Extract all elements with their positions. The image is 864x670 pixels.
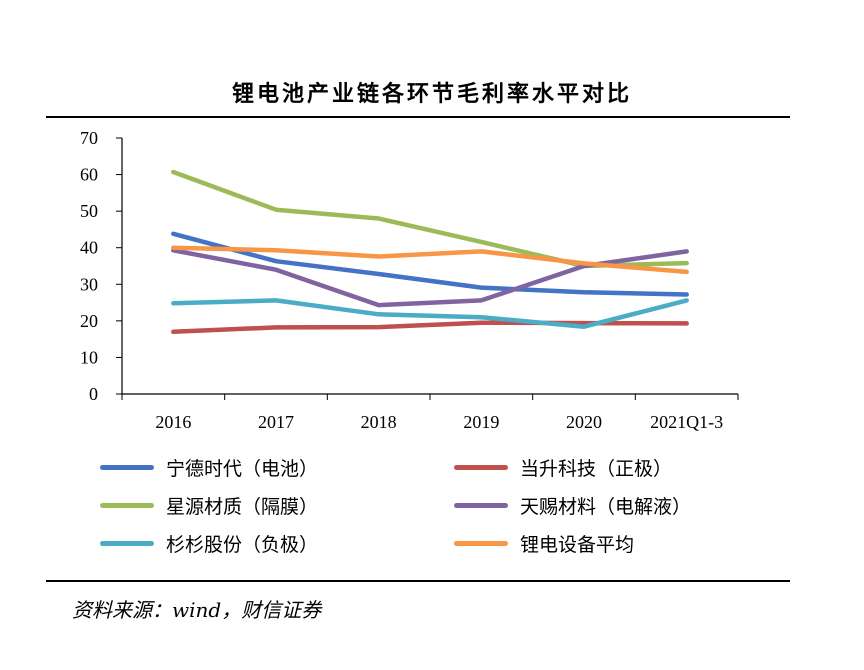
legend-item: 宁德时代（电池） bbox=[100, 452, 318, 482]
title-divider bbox=[46, 116, 790, 118]
legend-label: 天赐材料（电解液） bbox=[520, 495, 692, 518]
legend-label: 锂电设备平均 bbox=[520, 533, 635, 556]
x-tick-label: 2021Q1-3 bbox=[650, 412, 723, 432]
legend-item: 天赐材料（电解液） bbox=[454, 490, 691, 520]
legend-label: 当升科技（正极） bbox=[520, 457, 673, 480]
legend-item: 锂电设备平均 bbox=[454, 528, 634, 558]
y-tick-label: 40 bbox=[80, 238, 98, 258]
y-tick-label: 30 bbox=[80, 274, 98, 294]
x-axis-ticks: 2016 2017 2018 2019 2020 2021Q1-3 bbox=[121, 394, 739, 432]
legend-swatch bbox=[100, 502, 154, 508]
x-tick-label: 2016 bbox=[155, 412, 191, 432]
y-axis-ticks: 0 10 20 30 40 50 60 70 bbox=[80, 128, 122, 404]
legend-item: 星源材质（隔膜） bbox=[100, 490, 318, 520]
y-tick-label: 0 bbox=[89, 384, 98, 404]
legend-item: 当升科技（正极） bbox=[454, 452, 672, 482]
legend-label: 宁德时代（电池） bbox=[166, 457, 319, 480]
source-note: 资料来源：wind，财信证券 bbox=[72, 598, 322, 622]
series-lines bbox=[171, 169, 689, 335]
legend-label: 杉杉股份（负极） bbox=[166, 533, 319, 556]
series-line bbox=[171, 245, 689, 275]
y-tick-label: 70 bbox=[80, 128, 98, 148]
legend-swatch bbox=[454, 502, 508, 508]
legend-swatch bbox=[454, 464, 508, 470]
y-tick-label: 20 bbox=[80, 311, 98, 331]
x-tick-label: 2019 bbox=[463, 412, 499, 432]
series-line bbox=[171, 320, 689, 335]
series-line bbox=[171, 298, 689, 329]
series-line bbox=[171, 231, 689, 297]
legend-swatch bbox=[100, 464, 154, 470]
legend-label: 星源材质（隔膜） bbox=[166, 495, 319, 518]
x-tick-label: 2020 bbox=[566, 412, 602, 432]
legend-swatch bbox=[454, 540, 508, 546]
legend-item: 杉杉股份（负极） bbox=[100, 528, 318, 558]
y-tick-label: 60 bbox=[80, 165, 98, 185]
x-tick-label: 2017 bbox=[258, 412, 294, 432]
series-line bbox=[171, 248, 689, 308]
legend-swatch bbox=[100, 540, 154, 546]
source-divider bbox=[46, 580, 790, 582]
y-tick-label: 10 bbox=[80, 347, 98, 367]
x-tick-label: 2018 bbox=[361, 412, 397, 432]
chart-title: 锂电池产业链各环节毛利率水平对比 bbox=[231, 82, 632, 107]
y-tick-label: 50 bbox=[80, 201, 98, 221]
